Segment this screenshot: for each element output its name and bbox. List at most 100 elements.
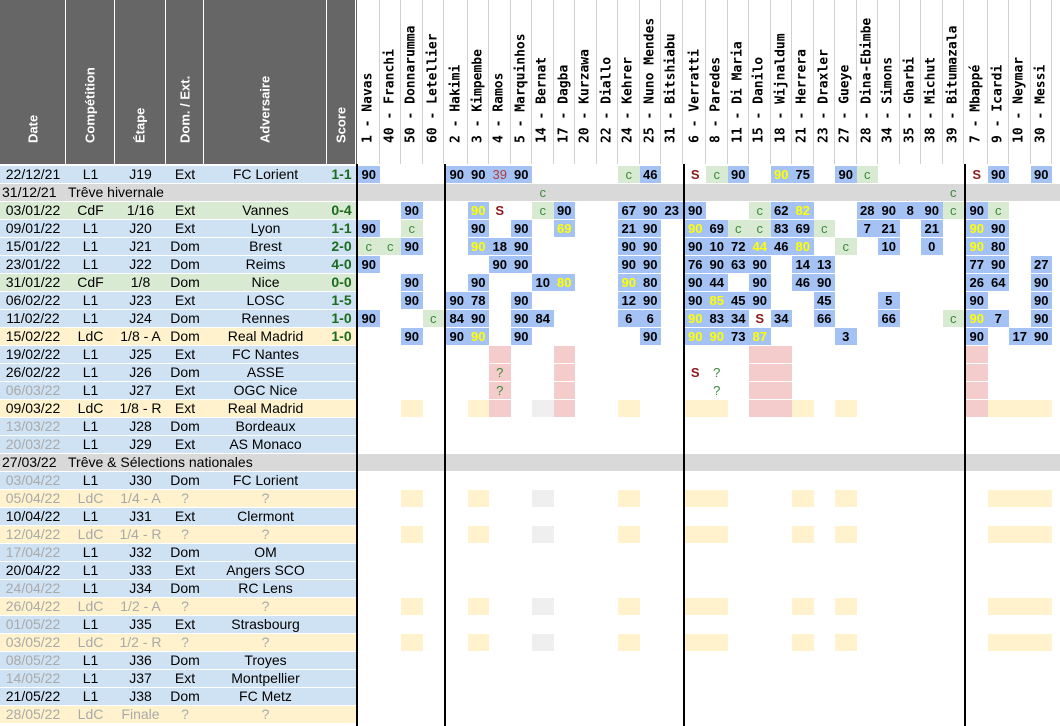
player-header-10[interactable]: 20 - Kurzawa [575, 0, 597, 164]
player-header-21[interactable]: 23 - Draxler [814, 0, 836, 164]
player-header-4[interactable]: 2 - Hakimi [446, 0, 468, 164]
player-minutes-cell[interactable] [554, 364, 576, 381]
player-minutes-cell[interactable] [966, 364, 988, 381]
player-minutes-cell[interactable]: 90 [728, 166, 750, 183]
player-minutes-cell[interactable] [1009, 526, 1031, 543]
player-minutes-cell[interactable]: c [401, 220, 423, 237]
player-minutes-cell[interactable] [835, 526, 857, 543]
player-minutes-cell[interactable]: 83 [706, 310, 728, 327]
player-minutes-cell[interactable]: c [423, 310, 445, 327]
player-minutes-cell[interactable]: 85 [706, 292, 728, 309]
player-header-13[interactable]: 25 - Nuno Mendes [640, 0, 662, 164]
player-header-20[interactable]: 21 - Herrera [792, 0, 814, 164]
player-minutes-cell[interactable]: 44 [749, 238, 771, 255]
player-minutes-cell[interactable]: c [706, 166, 728, 183]
player-minutes-cell[interactable] [706, 598, 728, 615]
player-minutes-cell[interactable] [401, 400, 423, 417]
player-minutes-cell[interactable]: 90 [685, 238, 707, 255]
player-header-16[interactable]: 8 - Paredes [706, 0, 728, 164]
header--tape[interactable]: Étape [115, 0, 166, 164]
player-header-12[interactable]: 24 - Kehrer [618, 0, 640, 164]
player-minutes-cell[interactable]: 45 [728, 292, 750, 309]
player-header-31[interactable]: 30 - Messi [1031, 0, 1053, 164]
player-minutes-cell[interactable]: ? [489, 382, 511, 399]
player-minutes-cell[interactable]: 90 [618, 274, 640, 291]
player-minutes-cell[interactable] [532, 634, 554, 651]
player-minutes-cell[interactable]: 46 [640, 166, 662, 183]
player-header-15[interactable]: 6 - Verratti [685, 0, 707, 164]
player-minutes-cell[interactable]: 90 [468, 328, 490, 345]
player-minutes-cell[interactable]: 10 [532, 274, 554, 291]
player-minutes-cell[interactable]: 90 [401, 238, 423, 255]
player-minutes-cell[interactable]: c [814, 220, 836, 237]
player-header-24[interactable]: 34 - Simons [878, 0, 900, 164]
player-minutes-cell[interactable]: 67 [618, 202, 640, 219]
player-minutes-cell[interactable]: 72 [728, 238, 750, 255]
player-minutes-cell[interactable]: 76 [685, 256, 707, 273]
player-minutes-cell[interactable]: c [749, 202, 771, 219]
player-minutes-cell[interactable]: 28 [857, 202, 879, 219]
player-minutes-cell[interactable] [685, 400, 707, 417]
player-header-2[interactable]: 50 - Donnarumma [401, 0, 423, 164]
player-minutes-cell[interactable]: 21 [878, 220, 900, 237]
player-minutes-cell[interactable]: S [685, 166, 707, 183]
player-minutes-cell[interactable]: S [685, 364, 707, 381]
header-comp-tition[interactable]: Compétition [66, 0, 115, 164]
player-minutes-cell[interactable] [618, 490, 640, 507]
player-header-14[interactable]: 31 - Bitshiabu [661, 0, 683, 164]
player-minutes-cell[interactable]: ? [706, 364, 728, 381]
player-minutes-cell[interactable]: 90 [749, 292, 771, 309]
player-minutes-cell[interactable] [1009, 400, 1031, 417]
player-minutes-cell[interactable]: 90 [988, 256, 1010, 273]
player-minutes-cell[interactable]: 90 [966, 328, 988, 345]
player-minutes-cell[interactable]: S [749, 310, 771, 327]
player-minutes-cell[interactable] [771, 346, 793, 363]
player-header-11[interactable]: 22 - Diallo [597, 0, 619, 164]
player-minutes-cell[interactable]: 90 [640, 292, 662, 309]
player-minutes-cell[interactable]: 80 [640, 274, 662, 291]
player-minutes-cell[interactable]: 90 [511, 328, 533, 345]
player-minutes-cell[interactable] [489, 346, 511, 363]
player-minutes-cell[interactable]: 73 [728, 328, 750, 345]
player-header-1[interactable]: 40 - Franchi [380, 0, 402, 164]
player-header-28[interactable]: 7 - Mbappé [966, 0, 988, 164]
player-minutes-cell[interactable] [685, 598, 707, 615]
player-minutes-cell[interactable]: 90 [401, 274, 423, 291]
player-minutes-cell[interactable]: 90 [640, 202, 662, 219]
player-minutes-cell[interactable] [792, 400, 814, 417]
player-minutes-cell[interactable]: c [728, 220, 750, 237]
player-minutes-cell[interactable]: 90 [966, 220, 988, 237]
player-minutes-cell[interactable] [532, 490, 554, 507]
player-minutes-cell[interactable]: 90 [446, 328, 468, 345]
player-minutes-cell[interactable]: 0 [921, 238, 943, 255]
player-minutes-cell[interactable]: 77 [966, 256, 988, 273]
player-minutes-cell[interactable] [401, 634, 423, 651]
player-minutes-cell[interactable]: 90 [468, 220, 490, 237]
player-minutes-cell[interactable] [835, 400, 857, 417]
player-minutes-cell[interactable] [706, 490, 728, 507]
player-minutes-cell[interactable]: 90 [640, 256, 662, 273]
player-header-6[interactable]: 4 - Ramos [489, 0, 511, 164]
player-minutes-cell[interactable]: 78 [468, 292, 490, 309]
player-minutes-cell[interactable]: 62 [771, 202, 793, 219]
player-minutes-cell[interactable]: 90 [640, 220, 662, 237]
player-minutes-cell[interactable]: 34 [728, 310, 750, 327]
player-minutes-cell[interactable]: 46 [771, 238, 793, 255]
player-minutes-cell[interactable]: 90 [446, 166, 468, 183]
player-minutes-cell[interactable]: c [532, 202, 554, 219]
player-minutes-cell[interactable] [532, 598, 554, 615]
player-header-23[interactable]: 28 - Dina-Ebimbe [857, 0, 879, 164]
player-minutes-cell[interactable] [468, 634, 490, 651]
player-minutes-cell[interactable] [835, 490, 857, 507]
player-minutes-cell[interactable]: 90 [966, 202, 988, 219]
player-header-9[interactable]: 17 - Dagba [554, 0, 576, 164]
player-minutes-cell[interactable]: 90 [685, 220, 707, 237]
player-minutes-cell[interactable] [792, 490, 814, 507]
player-minutes-cell[interactable]: c [749, 220, 771, 237]
player-minutes-cell[interactable]: 90 [1031, 292, 1053, 309]
player-minutes-cell[interactable]: 90 [835, 166, 857, 183]
player-minutes-cell[interactable] [771, 400, 793, 417]
player-minutes-cell[interactable]: c [857, 166, 879, 183]
player-minutes-cell[interactable]: c [358, 238, 380, 255]
player-minutes-cell[interactable]: 12 [618, 292, 640, 309]
